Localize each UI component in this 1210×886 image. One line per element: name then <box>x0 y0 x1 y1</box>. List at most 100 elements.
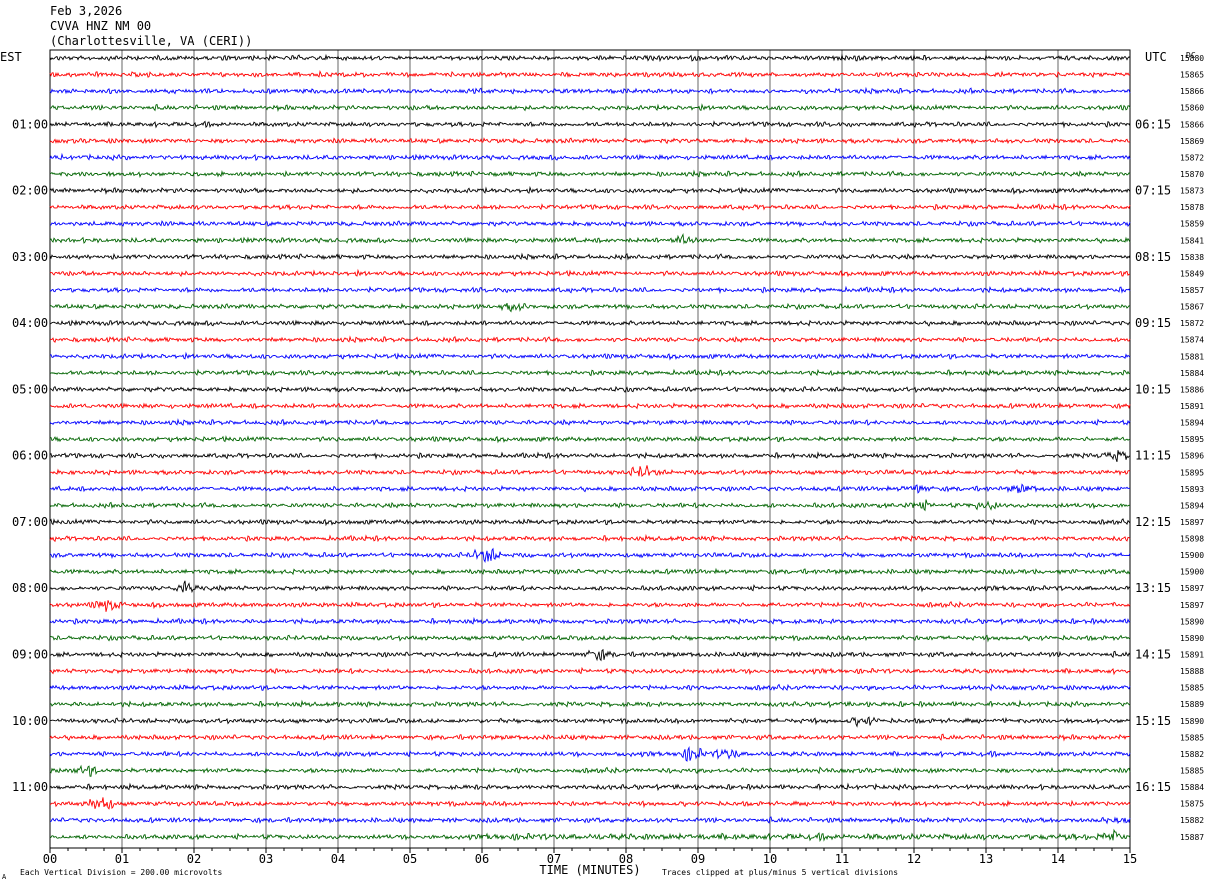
x-tick-label: 06 <box>475 852 489 866</box>
dc-offset-label: 15895 <box>1180 435 1204 444</box>
dc-offset-label: 15874 <box>1180 336 1204 345</box>
dc-offset-label: 15898 <box>1180 535 1204 544</box>
trace-line <box>49 533 1131 543</box>
utc-hour-label: 08:15 <box>1135 250 1171 264</box>
x-tick-label: 12 <box>907 852 921 866</box>
dc-offset-label: 15885 <box>1180 767 1204 776</box>
trace-line <box>49 285 1131 295</box>
dc-offset-label: 15884 <box>1180 783 1204 792</box>
trace-line <box>49 828 1131 843</box>
dc-offset-label: 15900 <box>1180 551 1204 560</box>
dc-offset-label: 15869 <box>1180 137 1204 146</box>
trace-line <box>49 634 1131 643</box>
x-tick-label: 14 <box>1051 852 1065 866</box>
est-hour-label: 08:00 <box>12 581 48 595</box>
trace-line <box>49 499 1131 512</box>
dc-offset-label: 15887 <box>1180 833 1204 842</box>
utc-hour-label: 16:15 <box>1135 780 1171 794</box>
trace-line <box>49 86 1131 96</box>
trace-line <box>49 764 1131 777</box>
station-title: CVVA HNZ NM 00 <box>50 19 152 33</box>
trace-line <box>49 782 1131 792</box>
x-axis-title: TIME (MINUTES) <box>539 863 640 877</box>
trace-line <box>49 319 1131 327</box>
trace-line <box>49 268 1131 278</box>
x-tick-label: 10 <box>763 852 777 866</box>
x-tick-label: 00 <box>43 852 57 866</box>
dc-offset-label: 15881 <box>1180 352 1204 361</box>
est-axis-label: EST <box>0 50 22 64</box>
dc-offset-label: 15900 <box>1180 568 1204 577</box>
trace-line <box>49 351 1131 361</box>
trace-line <box>49 402 1131 410</box>
est-hour-label: 01:00 <box>12 117 48 131</box>
trace-line <box>49 547 1131 564</box>
trace-line <box>49 699 1131 709</box>
trace-line <box>50 716 1131 728</box>
dc-offset-label: 15860 <box>1180 104 1204 113</box>
scale-note: Each Vertical Division = 200.00 microvol… <box>20 868 222 877</box>
utc-hour-label: 12:15 <box>1135 515 1171 529</box>
trace-line <box>50 816 1131 825</box>
x-tick-label: 03 <box>259 852 273 866</box>
dc-offset-label: 15873 <box>1180 187 1204 196</box>
plot-frame <box>49 49 1131 849</box>
trace-line <box>49 616 1131 626</box>
x-tick-label: 08 <box>619 852 633 866</box>
dc-offset-label: 15894 <box>1180 501 1204 510</box>
dc-offset-label: 15841 <box>1180 236 1204 245</box>
trace-line <box>49 797 1131 810</box>
dc-offset-label: 15884 <box>1180 369 1204 378</box>
dc-offset-label: 15897 <box>1180 584 1204 593</box>
x-tick-label: 11 <box>835 852 849 866</box>
trace-line <box>49 202 1131 211</box>
trace-line <box>49 418 1131 427</box>
trace-line <box>49 567 1131 576</box>
x-tick-label: 01 <box>115 852 129 866</box>
trace-line <box>49 385 1131 394</box>
corner-mark: A <box>2 873 7 881</box>
utc-hour-label: 13:15 <box>1135 581 1171 595</box>
trace-line <box>50 465 1131 478</box>
dc-offset-label: 15865 <box>1180 71 1204 80</box>
trace-line <box>49 252 1131 261</box>
dc-offset-label: 15885 <box>1180 684 1204 693</box>
trace-line <box>49 648 1131 662</box>
dc-offset-label: 15891 <box>1180 651 1204 660</box>
dc-offset-label: 15878 <box>1180 203 1204 212</box>
dc-offset-label: 15857 <box>1180 286 1204 295</box>
trace-line <box>49 169 1131 178</box>
dc-offset-label: 15872 <box>1180 319 1204 328</box>
x-tick-label: 13 <box>979 852 993 866</box>
est-hour-label: 06:00 <box>12 449 48 463</box>
trace-line <box>49 335 1131 344</box>
dc-column-label: DC <box>1186 51 1196 60</box>
trace-line <box>49 120 1131 129</box>
x-tick-label: 04 <box>331 852 345 866</box>
dc-offset-label: 15897 <box>1180 601 1204 610</box>
utc-hour-label: 07:15 <box>1135 184 1171 198</box>
trace-line <box>49 435 1131 444</box>
est-hour-label: 03:00 <box>12 250 48 264</box>
dc-offset-label: 15894 <box>1180 419 1204 428</box>
dc-offset-label: 15890 <box>1180 717 1204 726</box>
dc-offset-label: 15890 <box>1180 617 1204 626</box>
station-location: (Charlottesville, VA (CERI)) <box>50 34 253 48</box>
est-hour-label: 10:00 <box>12 714 48 728</box>
dc-offset-label: 15872 <box>1180 153 1204 162</box>
trace-line <box>49 733 1131 742</box>
dc-offset-label: 15866 <box>1180 87 1204 96</box>
utc-hour-label: 06:15 <box>1135 117 1171 131</box>
dc-offset-label: 15866 <box>1180 120 1204 129</box>
trace-line <box>49 683 1131 692</box>
dc-offset-label: 15838 <box>1180 253 1204 262</box>
trace-line <box>49 219 1131 228</box>
dc-offset-label: 15859 <box>1180 220 1204 229</box>
trace-line <box>49 580 1131 594</box>
dc-offset-label: 15885 <box>1180 733 1204 742</box>
dc-offset-label: 15891 <box>1180 402 1204 411</box>
est-hour-label: 04:00 <box>12 316 48 330</box>
dc-offset-label: 15895 <box>1180 468 1204 477</box>
trace-line <box>49 152 1131 162</box>
